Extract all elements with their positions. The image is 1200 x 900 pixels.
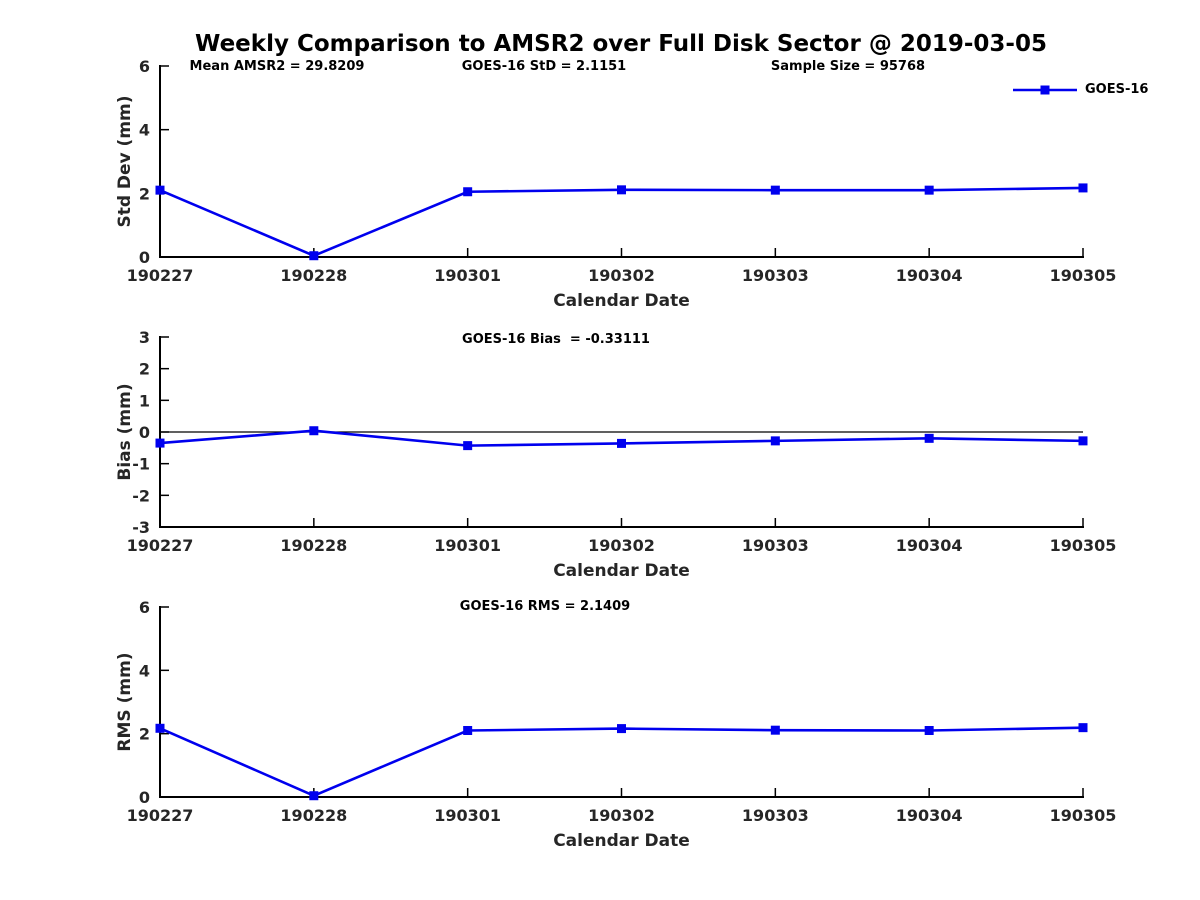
annotation-goes16-bias: GOES-16 Bias = -0.33111 (462, 332, 650, 347)
data-point-marker (1078, 436, 1088, 446)
plot-line (159, 186, 1084, 258)
data-point-marker (463, 441, 473, 451)
y-tick-label: 6 (139, 57, 150, 76)
y-tick-label: 4 (139, 121, 150, 140)
x-tick-label: 190305 (1050, 266, 1117, 285)
data-point-marker (617, 185, 626, 195)
y-axis-label: Std Dev (mm) (115, 95, 135, 227)
x-tick-label: 190303 (742, 266, 809, 285)
x-axis-label: Calendar Date (553, 291, 690, 311)
data-point-marker (924, 433, 934, 443)
x-tick-label: 190228 (280, 806, 347, 825)
data-point-marker (463, 726, 473, 735)
x-tick-label: 190228 (280, 266, 347, 285)
x-tick-label: 190302 (588, 806, 655, 825)
x-tick-label: 190304 (896, 266, 963, 285)
x-tick-label: 190227 (127, 806, 194, 825)
x-tick-label: 190302 (588, 536, 655, 555)
data-point-marker (924, 185, 934, 195)
y-tick-label: 3 (139, 328, 150, 347)
data-point-marker (770, 185, 780, 195)
x-tick-label: 190305 (1050, 536, 1117, 555)
y-axis-label: RMS (mm) (115, 652, 135, 751)
annotation-sample-size: Sample Size = 95768 (770, 59, 926, 74)
data-point-marker (617, 438, 626, 448)
data-point-marker (155, 723, 165, 733)
y-tick-label: 2 (139, 184, 150, 203)
y-tick-label: 6 (139, 598, 150, 617)
x-tick-label: 190305 (1050, 806, 1117, 825)
y-tick-label: 0 (139, 788, 150, 807)
y-tick-label: -2 (132, 486, 150, 505)
legend: GOES-16 (1012, 82, 1148, 97)
data-point-marker (309, 251, 319, 261)
data-point-marker (1078, 183, 1088, 193)
chart-title: Weekly Comparison to AMSR2 over Full Dis… (195, 31, 1047, 57)
legend-label: GOES-16 (1085, 82, 1149, 97)
y-tick-label: -3 (132, 518, 150, 537)
y-tick-label: 0 (139, 248, 150, 267)
x-tick-label: 190303 (742, 806, 809, 825)
data-point-marker (309, 426, 319, 436)
data-point-marker (155, 438, 165, 448)
axis-spines (159, 65, 1084, 258)
axis-spines (159, 606, 1084, 798)
y-tick-label: 2 (139, 725, 150, 744)
y-tick-label: 0 (139, 423, 150, 442)
y-tick-label: -1 (132, 455, 150, 474)
plot-line (159, 726, 1084, 798)
annotation-mean-amsr2: Mean AMSR2 = 29.8209 (189, 59, 365, 74)
x-tick-label: 190304 (896, 806, 963, 825)
legend-line-marker-icon (1013, 85, 1077, 94)
data-point-marker (770, 725, 780, 735)
data-point-marker (770, 436, 780, 446)
x-tick-label: 190228 (280, 536, 347, 555)
y-axis-label: Bias (mm) (115, 383, 135, 480)
x-tick-label: 190301 (434, 266, 501, 285)
y-tick-label: 1 (139, 391, 150, 410)
x-tick-label: 190302 (588, 266, 655, 285)
x-axis-label: Calendar Date (553, 831, 690, 851)
x-tick-label: 190303 (742, 536, 809, 555)
x-axis-label: Calendar Date (553, 561, 690, 581)
data-point-marker (309, 791, 319, 801)
data-point-marker (1078, 723, 1088, 733)
x-tick-label: 190304 (896, 536, 963, 555)
y-tick-label: 4 (139, 661, 150, 680)
annotation-goes16-std: GOES-16 StD = 2.1151 (461, 59, 627, 74)
x-tick-label: 190227 (127, 266, 194, 285)
x-tick-label: 190227 (127, 536, 194, 555)
x-tick-label: 190301 (434, 806, 501, 825)
annotation-goes16-rms: GOES-16 RMS = 2.1409 (459, 599, 631, 614)
data-point-marker (924, 726, 934, 735)
y-tick-label: 2 (139, 360, 150, 379)
x-tick-label: 190301 (434, 536, 501, 555)
data-point-marker (155, 185, 165, 195)
data-point-marker (463, 187, 473, 197)
data-point-marker (617, 724, 626, 734)
